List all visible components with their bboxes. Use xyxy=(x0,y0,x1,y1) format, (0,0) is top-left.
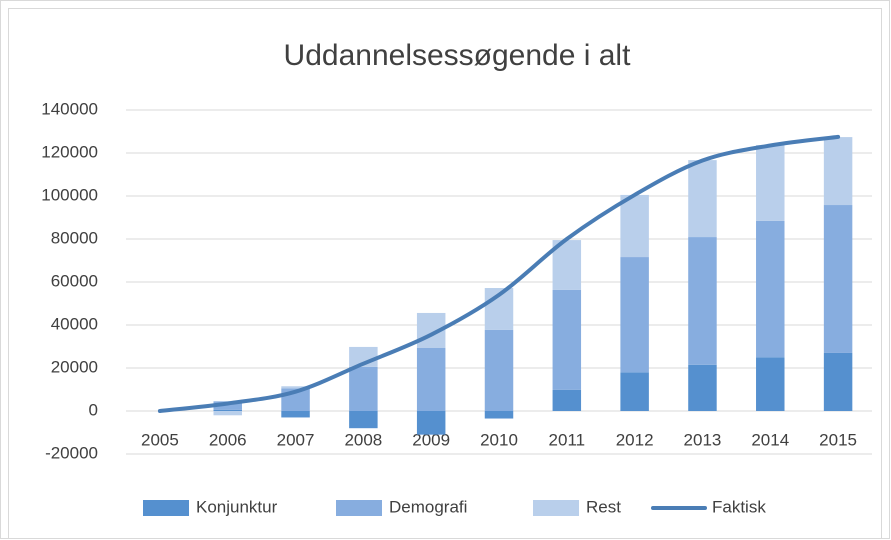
bar xyxy=(823,137,853,206)
bar xyxy=(552,289,582,390)
legend-swatch xyxy=(533,500,579,516)
chart-title: Uddannelsessøgende i alt xyxy=(284,39,632,72)
bar xyxy=(620,257,649,373)
bar xyxy=(756,220,785,358)
x-tick-label: 2013 xyxy=(684,430,722,449)
x-tick-label: 2009 xyxy=(412,430,450,449)
bar xyxy=(349,411,378,429)
bar xyxy=(823,352,853,411)
bar xyxy=(688,160,717,238)
y-tick-label: 40000 xyxy=(51,314,98,333)
line xyxy=(157,134,841,413)
bar xyxy=(823,205,853,353)
y-tick-label: 0 xyxy=(89,400,98,419)
y-tick-label: 140000 xyxy=(41,99,98,118)
bar xyxy=(281,411,310,418)
legend-swatch xyxy=(143,500,189,516)
x-tick-label: 2012 xyxy=(616,430,654,449)
bar xyxy=(213,401,242,410)
bar xyxy=(756,357,785,411)
x-tick-label: 2010 xyxy=(480,430,518,449)
legend-label: Faktisk xyxy=(712,497,766,516)
legend-label: Konjunktur xyxy=(196,497,278,516)
y-tick-label: 20000 xyxy=(51,357,98,376)
bar xyxy=(552,389,582,411)
x-tick-label: 2008 xyxy=(344,430,382,449)
y-tick-label: 60000 xyxy=(51,271,98,290)
bar xyxy=(484,411,514,419)
y-tick-label: 100000 xyxy=(41,185,98,204)
bar xyxy=(620,372,649,411)
bar xyxy=(213,409,242,411)
y-tick-label: -20000 xyxy=(45,443,98,462)
bar xyxy=(213,411,242,416)
bar xyxy=(416,348,446,411)
bar xyxy=(688,237,717,365)
x-tick-label: 2011 xyxy=(549,430,586,449)
bar xyxy=(688,364,717,411)
bar xyxy=(620,194,649,258)
bar xyxy=(484,329,514,411)
chart-frame xyxy=(8,8,882,539)
x-tick-label: 2015 xyxy=(819,430,857,449)
bar xyxy=(281,386,310,389)
y-tick-label: 80000 xyxy=(51,228,98,247)
x-tick-label: 2005 xyxy=(141,430,179,449)
legend-label: Rest xyxy=(586,497,621,516)
x-tick-label: 2006 xyxy=(209,430,247,449)
bar xyxy=(416,411,446,435)
bar xyxy=(756,145,785,221)
x-tick-label: 2014 xyxy=(751,430,789,449)
legend-label: Demografi xyxy=(389,497,467,516)
y-tick-label: 120000 xyxy=(41,142,98,161)
x-tick-label: 2007 xyxy=(277,430,315,449)
legend-swatch xyxy=(336,500,382,516)
bar xyxy=(349,366,378,411)
